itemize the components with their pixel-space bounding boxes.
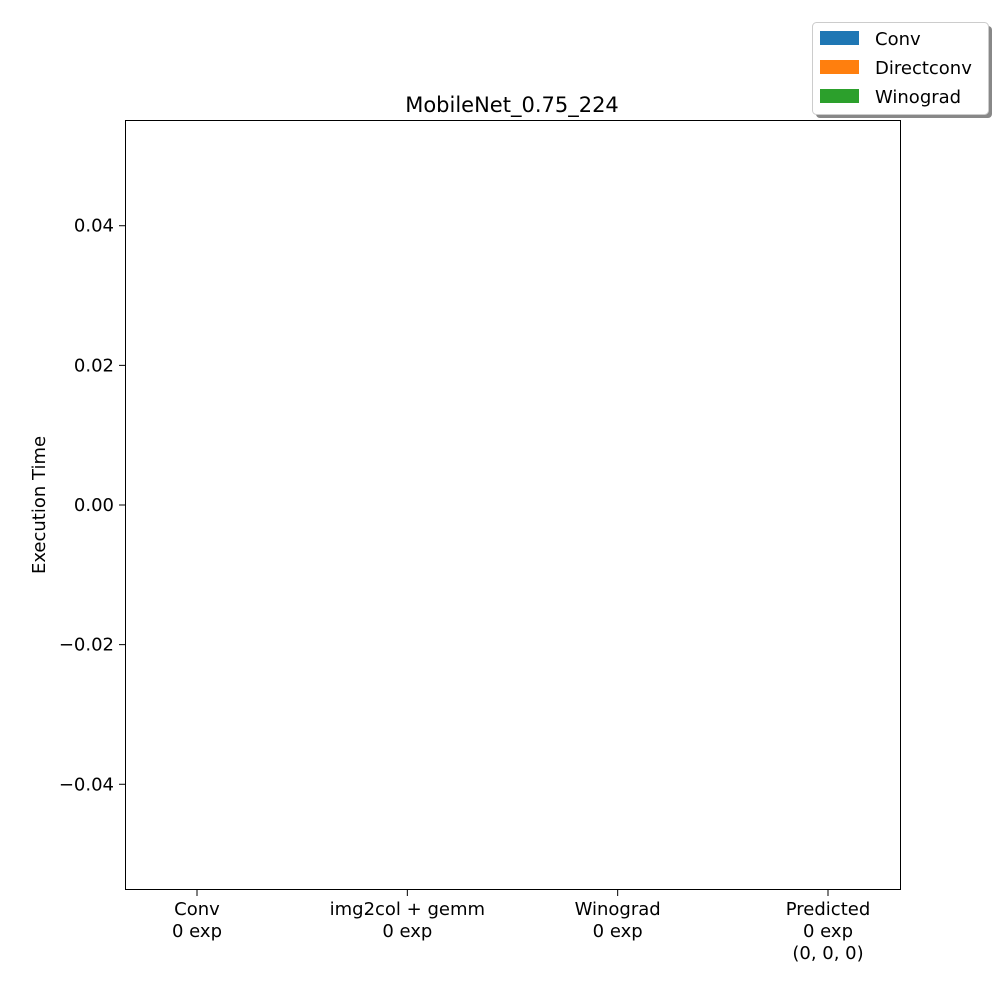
y-tick-label: 0.02 <box>74 355 114 376</box>
x-tick-label-line: (0, 0, 0) <box>792 943 863 964</box>
y-tick-label: −0.04 <box>59 774 114 795</box>
x-tick-label: Winograd 0 exp <box>575 899 661 942</box>
x-tick-label-line: Winograd <box>575 899 661 920</box>
x-tick-label: img2col + gemm 0 exp <box>330 899 485 942</box>
x-tick-label: Predicted 0 exp (0, 0, 0) <box>786 899 871 964</box>
x-tick-label-line: Conv <box>174 899 220 920</box>
legend-swatch <box>820 60 859 74</box>
x-tick-label: Conv 0 exp <box>172 899 222 942</box>
chart-title: MobileNet_0.75_224 <box>405 93 619 118</box>
x-tick-label-line: Predicted <box>786 899 871 920</box>
x-tick-label-line: img2col + gemm <box>330 899 485 920</box>
y-tick-label: 0.04 <box>74 216 114 237</box>
legend: Conv Directconv Winograd <box>812 22 992 118</box>
y-tick-label: −0.02 <box>59 635 114 656</box>
y-axis-label: Execution Time <box>29 436 50 574</box>
x-tick-label-line: 0 exp <box>172 921 222 942</box>
legend-label: Directconv <box>875 58 972 79</box>
y-axis: 0.04 0.02 0.00 −0.02 −0.04 <box>59 216 126 795</box>
x-tick-label-line: 0 exp <box>382 921 432 942</box>
x-tick-label-line: 0 exp <box>803 921 853 942</box>
x-tick-label-line: 0 exp <box>593 921 643 942</box>
legend-swatch <box>820 31 859 45</box>
legend-label: Conv <box>875 29 921 50</box>
legend-swatch <box>820 89 859 103</box>
plot-area <box>125 120 901 890</box>
y-tick-label: 0.00 <box>74 495 114 516</box>
legend-label: Winograd <box>875 87 961 108</box>
